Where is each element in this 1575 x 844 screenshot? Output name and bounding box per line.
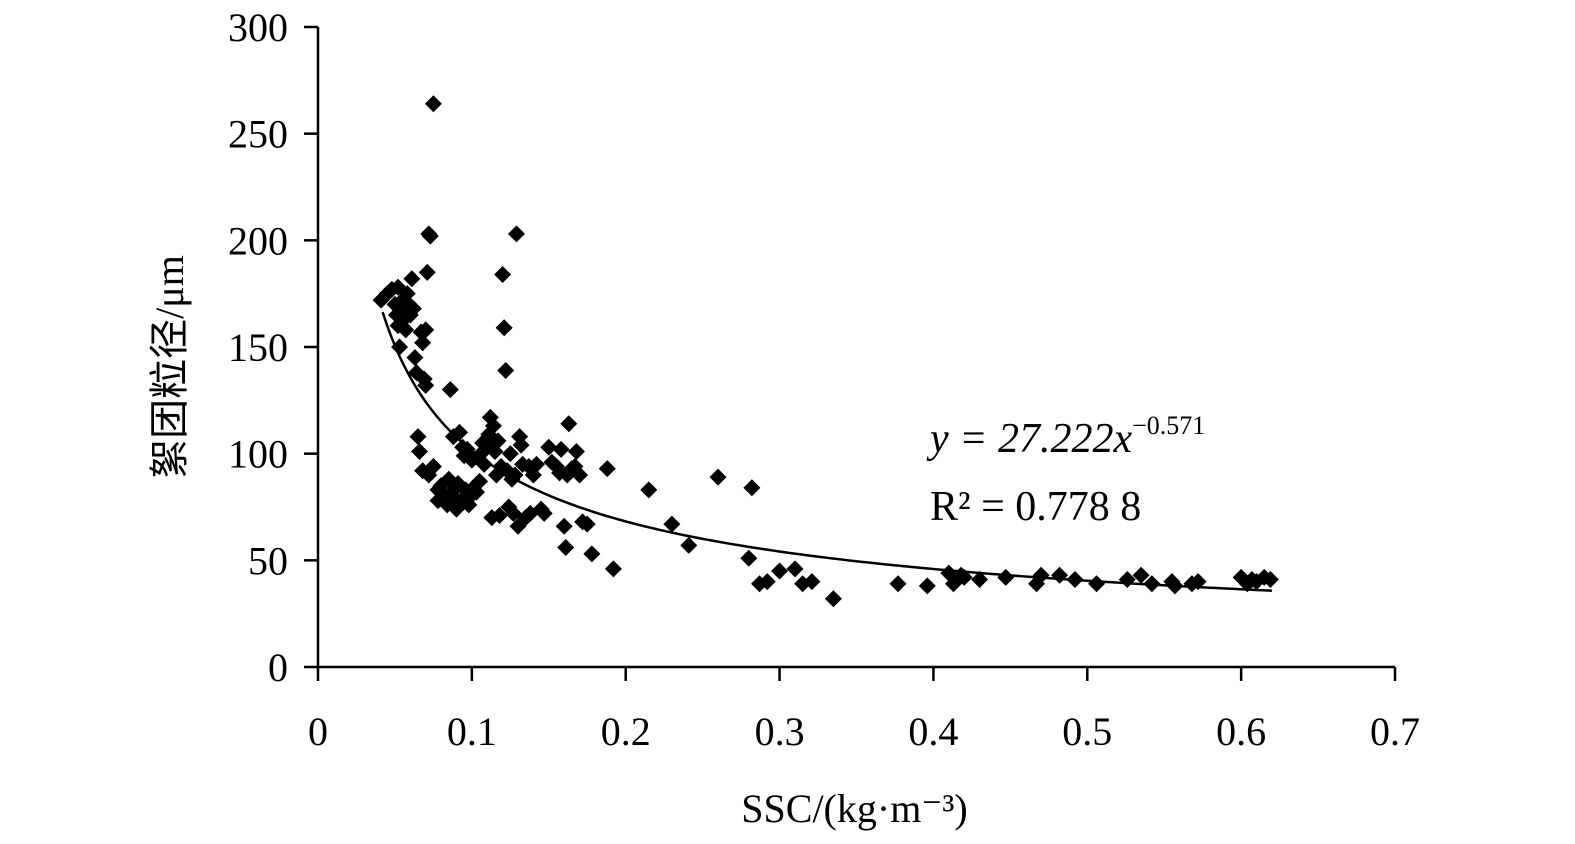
y-ticks: 0 50 100 150 200 250 300 xyxy=(228,5,318,690)
data-point xyxy=(1132,566,1150,584)
data-point xyxy=(552,440,570,458)
data-point xyxy=(497,361,515,379)
data-point xyxy=(971,571,989,589)
data-point xyxy=(709,468,727,486)
data-point xyxy=(471,472,489,490)
data-points xyxy=(372,95,1279,608)
fit-equation: y = 27.222x−0.571 xyxy=(926,411,1205,462)
data-point xyxy=(1051,566,1069,584)
data-point xyxy=(475,455,493,473)
data-point xyxy=(409,428,427,446)
x-tick-label: 0.5 xyxy=(1062,709,1112,754)
data-point xyxy=(743,479,761,497)
data-point xyxy=(824,590,842,608)
y-axis-label: 絮团粒径/μm xyxy=(147,255,192,479)
data-point xyxy=(1261,571,1279,589)
data-point xyxy=(406,349,424,367)
data-point xyxy=(403,270,421,288)
data-point xyxy=(997,568,1015,586)
data-point xyxy=(771,562,789,580)
data-point xyxy=(663,515,681,533)
x-ticks: 0 0.1 0.2 0.3 0.4 0.5 0.6 0.7 xyxy=(308,667,1420,754)
data-point xyxy=(489,432,507,450)
data-point xyxy=(521,504,539,522)
data-point xyxy=(540,438,558,456)
x-tick-label: 0.4 xyxy=(908,709,958,754)
data-point xyxy=(535,504,553,522)
data-point xyxy=(414,334,432,352)
y-tick-label: 250 xyxy=(228,112,288,157)
data-point xyxy=(494,265,512,283)
data-point xyxy=(786,560,804,578)
data-point xyxy=(441,381,459,399)
y-tick-label: 300 xyxy=(228,5,288,50)
x-tick-label: 0.1 xyxy=(447,709,497,754)
data-point xyxy=(501,445,519,463)
y-tick-label: 0 xyxy=(268,645,288,690)
x-tick-label: 0.6 xyxy=(1216,709,1266,754)
data-point xyxy=(803,573,821,591)
y-tick-label: 100 xyxy=(228,432,288,477)
data-point xyxy=(758,573,776,591)
data-point xyxy=(918,577,936,595)
data-point xyxy=(495,319,513,337)
y-tick-label: 200 xyxy=(228,218,288,263)
data-point xyxy=(484,417,502,435)
data-point xyxy=(1032,566,1050,584)
data-point xyxy=(578,515,596,533)
data-point xyxy=(640,481,658,499)
data-point xyxy=(398,285,416,303)
data-point xyxy=(571,466,589,484)
data-point xyxy=(560,415,578,433)
data-point xyxy=(512,436,530,454)
data-point xyxy=(557,539,575,557)
fit-equation-exponent: −0.571 xyxy=(1132,411,1205,440)
y-tick-label: 50 xyxy=(248,538,288,583)
data-point xyxy=(598,460,616,478)
data-point xyxy=(397,321,415,339)
x-tick-label: 0.7 xyxy=(1370,709,1420,754)
data-point xyxy=(491,507,509,525)
data-point xyxy=(417,376,435,394)
data-point xyxy=(391,338,409,356)
data-point xyxy=(1088,575,1106,593)
data-point xyxy=(604,560,622,578)
x-tick-label: 0.3 xyxy=(755,709,805,754)
data-point xyxy=(404,300,422,318)
data-point xyxy=(740,549,758,567)
y-tick-label: 150 xyxy=(228,325,288,370)
data-point xyxy=(555,517,573,535)
data-point xyxy=(583,545,601,563)
data-point xyxy=(411,443,429,461)
data-point xyxy=(421,227,439,245)
data-point xyxy=(680,536,698,554)
data-point xyxy=(417,321,435,339)
data-point xyxy=(424,457,442,475)
axes xyxy=(316,27,1395,669)
data-point xyxy=(506,466,524,484)
data-point xyxy=(567,443,585,461)
fit-equation-text: y = 27.222x xyxy=(926,416,1132,462)
data-point xyxy=(889,575,907,593)
data-point xyxy=(418,263,436,281)
x-tick-label: 0 xyxy=(308,709,328,754)
r-squared-label: R² = 0.778 8 xyxy=(930,484,1141,530)
x-axis-label: SSC/(kg·m⁻³) xyxy=(741,786,967,831)
x-tick-label: 0.2 xyxy=(601,709,651,754)
data-point xyxy=(424,95,442,113)
data-point xyxy=(507,225,525,243)
data-point xyxy=(1118,571,1136,589)
power-fit-curve xyxy=(381,311,1272,592)
data-point xyxy=(527,455,545,473)
